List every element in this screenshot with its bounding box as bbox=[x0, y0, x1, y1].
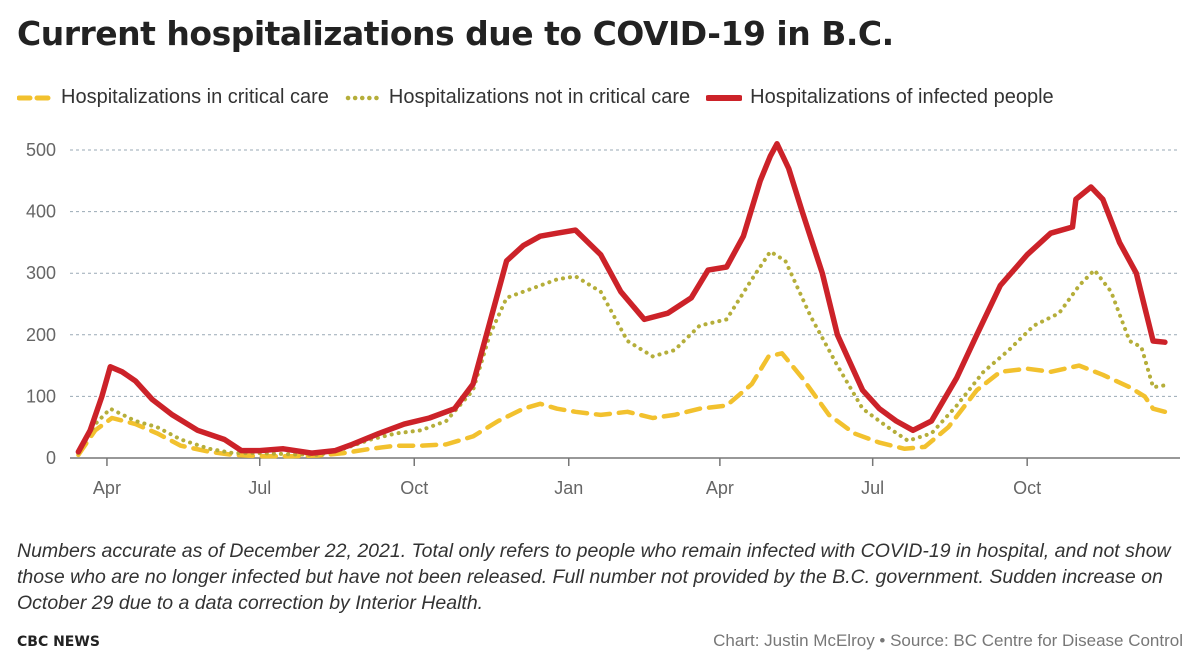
legend-label-infected: Hospitalizations of infected people bbox=[750, 86, 1054, 108]
legend: Hospitalizations in critical care Hospit… bbox=[17, 86, 1070, 109]
x-tick-label-3: Jan bbox=[554, 478, 583, 498]
legend-label-critical-care: Hospitalizations in critical care bbox=[61, 86, 329, 108]
x-tick-label-5: Jul bbox=[861, 478, 884, 498]
axes: 0 100 200 300 400 500 Apr Jul Oct Jan Apr Jul Oct bbox=[26, 140, 1041, 498]
brand-logo-text: CBC NEWS bbox=[17, 634, 100, 650]
x-tick-label-4: Apr bbox=[706, 478, 734, 498]
y-tick-label-100: 100 bbox=[26, 386, 56, 406]
legend-item-critical-care: Hospitalizations in critical care bbox=[17, 86, 329, 109]
y-tick-label-400: 400 bbox=[26, 202, 56, 222]
chart-credit: Chart: Justin McElroy • Source: BC Centr… bbox=[713, 631, 1183, 650]
series-line-dashed bbox=[76, 351, 1168, 459]
y-tick-label-500: 500 bbox=[26, 140, 56, 160]
x-tick-label-1: Jul bbox=[248, 478, 271, 498]
legend-item-not-critical-care: Hospitalizations not in critical care bbox=[345, 86, 690, 109]
chart-title: Current hospitalizations due to COVID-19… bbox=[17, 14, 894, 53]
line-chart: 0 100 200 300 400 500 Apr Jul Oct Jan Apr Jul Oct bbox=[26, 140, 1180, 498]
y-tick-label-300: 300 bbox=[26, 263, 56, 283]
legend-swatch-dashed bbox=[17, 95, 53, 100]
x-tick-label-6: Oct bbox=[1013, 478, 1041, 498]
x-tick-label-2: Oct bbox=[400, 478, 428, 498]
chart-note: Numbers accurate as of December 22, 2021… bbox=[17, 540, 1171, 614]
y-tick-label-0: 0 bbox=[46, 448, 56, 468]
series-line-solid bbox=[75, 141, 1168, 456]
y-tick-label-200: 200 bbox=[26, 325, 56, 345]
legend-swatch-dotted bbox=[345, 95, 381, 100]
legend-item-infected: Hospitalizations of infected people bbox=[706, 86, 1054, 109]
series-lines bbox=[75, 141, 1168, 459]
x-tick-label-0: Apr bbox=[93, 478, 121, 498]
legend-label-not-critical-care: Hospitalizations not in critical care bbox=[388, 86, 691, 108]
legend-swatch-solid bbox=[706, 94, 743, 101]
